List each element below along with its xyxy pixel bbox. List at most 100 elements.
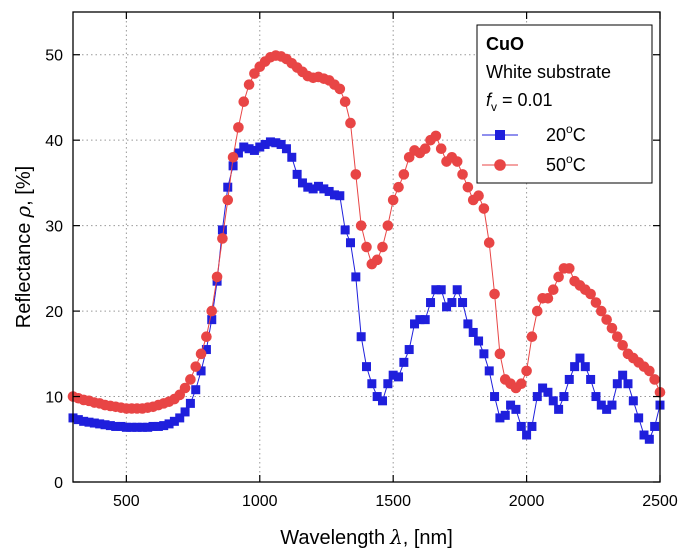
y-tick-label: 20 — [45, 304, 63, 321]
legend-20c-label: 20oC — [546, 122, 586, 145]
y-tick-label: 0 — [54, 475, 63, 492]
data-point-square — [223, 182, 233, 192]
data-point-square — [132, 422, 142, 432]
data-point-square — [185, 398, 195, 408]
data-point-circle — [382, 220, 394, 231]
data-point-square — [415, 315, 425, 325]
data-point-square — [271, 138, 281, 148]
data-point-square — [233, 148, 243, 158]
y-axis-symbol: ρ — [11, 206, 35, 219]
data-point-square — [319, 184, 329, 194]
data-point-circle — [430, 130, 442, 142]
data-point-square — [452, 285, 462, 295]
data-point-square — [490, 392, 500, 402]
data-point-square — [458, 298, 468, 308]
data-point-square — [634, 413, 644, 423]
data-point-square — [121, 422, 131, 432]
data-point-square — [516, 421, 526, 431]
data-point-square — [559, 392, 569, 402]
data-point-circle — [201, 331, 212, 343]
data-point-square — [95, 419, 105, 429]
data-point-square — [249, 145, 259, 155]
data-point-circle — [393, 181, 404, 193]
data-point-square — [570, 362, 580, 372]
data-point-square — [554, 404, 564, 414]
data-point-circle — [601, 314, 612, 325]
data-point-circle — [345, 117, 356, 129]
data-point-circle — [371, 254, 383, 266]
legend-substrate: White substrate — [486, 62, 611, 82]
data-point-square — [644, 434, 654, 444]
data-point-square — [426, 298, 436, 308]
x-axis-symbol: λ — [389, 525, 403, 549]
data-point-circle — [483, 237, 495, 249]
y-axis-title-text: Reflectance — [13, 223, 35, 329]
data-point-circle — [542, 292, 554, 304]
y-tick-label: 50 — [45, 48, 63, 65]
data-point-circle — [243, 79, 255, 90]
x-tick-label: 2000 — [509, 493, 545, 510]
data-point-square — [84, 417, 94, 427]
data-point-circle — [606, 322, 618, 334]
data-point-circle — [489, 288, 500, 300]
grid-lines — [73, 12, 660, 482]
data-point-circle — [457, 169, 468, 180]
data-point-circle — [361, 241, 372, 253]
y-tick-label: 10 — [45, 390, 63, 407]
data-point-square — [447, 298, 457, 308]
data-point-square — [575, 353, 585, 363]
data-point-circle — [339, 96, 351, 108]
data-point-square — [148, 421, 158, 431]
data-point-square — [586, 374, 596, 384]
data-point-circle — [350, 169, 362, 180]
data-point-square — [399, 357, 409, 367]
data-point-square — [468, 327, 478, 337]
data-point-square — [260, 139, 270, 149]
legend-50c-label: 50oC — [546, 152, 586, 175]
data-point-square — [543, 387, 553, 397]
data-point-square — [324, 186, 334, 196]
y-tick-label: 30 — [45, 219, 63, 236]
data-point-square — [191, 385, 201, 395]
data-point-square — [356, 332, 366, 342]
data-point-square — [596, 400, 606, 410]
data-point-circle — [531, 305, 543, 317]
data-point-square — [303, 182, 313, 192]
data-point-square — [511, 404, 521, 414]
data-point-square — [650, 421, 660, 431]
data-point-square — [351, 272, 361, 282]
series-20c — [68, 137, 665, 444]
data-point-circle — [617, 339, 628, 351]
data-point-square — [500, 410, 510, 420]
x-tick-label: 1500 — [375, 493, 411, 510]
data-point-circle — [526, 331, 538, 343]
data-point-circle — [387, 194, 399, 206]
data-point-circle — [334, 83, 346, 95]
data-point-circle — [473, 190, 484, 202]
data-point-circle — [190, 361, 202, 372]
data-point-square — [580, 362, 590, 372]
data-point-circle — [478, 203, 490, 214]
data-point-square — [388, 370, 398, 380]
x-tick-label: 1000 — [242, 493, 278, 510]
data-point-square — [180, 407, 190, 417]
data-point-square — [618, 370, 628, 380]
data-point-square — [436, 285, 446, 295]
data-point-square — [506, 400, 516, 410]
data-point-circle — [211, 271, 223, 283]
legend-50c-marker — [494, 159, 506, 171]
data-point-circle — [227, 151, 239, 163]
legend-50c-value: 50 — [546, 155, 566, 175]
series-layer — [67, 50, 666, 444]
legend-20c-unit: C — [573, 125, 586, 145]
data-point-square — [607, 400, 617, 410]
data-point-square — [137, 422, 147, 432]
series-50c — [67, 50, 666, 414]
data-point-square — [383, 379, 393, 389]
legend-volume-fraction: fv = 0.01 — [486, 90, 553, 114]
data-point-square — [207, 315, 217, 325]
data-point-square — [591, 392, 601, 402]
data-point-circle — [222, 194, 234, 206]
data-point-square — [228, 161, 238, 171]
data-point-circle — [217, 233, 228, 244]
